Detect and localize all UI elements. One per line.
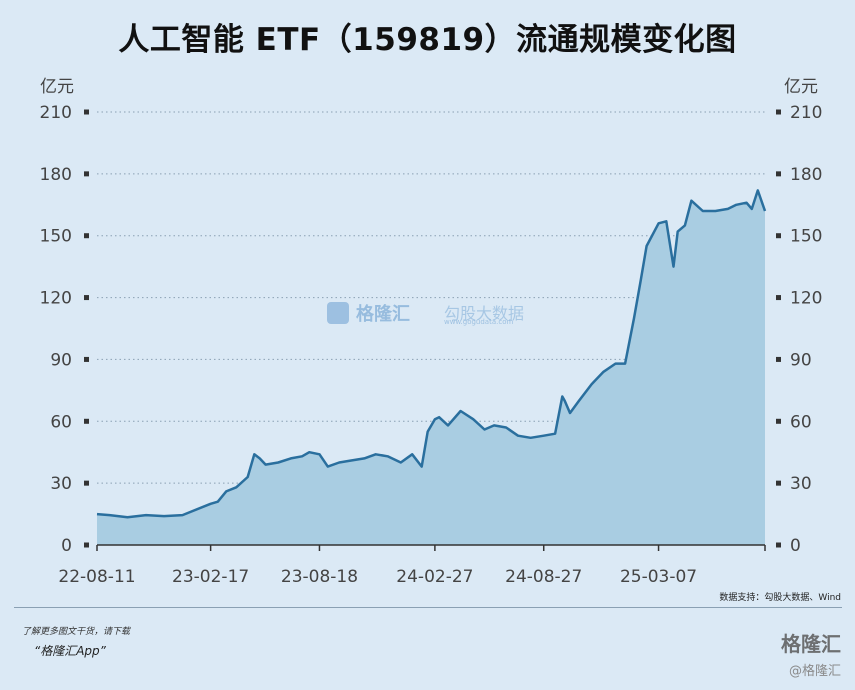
y-tick-marker-left (84, 109, 89, 115)
y-tick-label-left: 120 (40, 289, 72, 309)
y-tick-marker-right (776, 171, 781, 177)
x-tick-label: 22-08-11 (58, 567, 135, 587)
y-tick-label-left: 60 (50, 412, 72, 432)
y-tick-label-right: 150 (790, 227, 822, 247)
y-tick-label-left: 180 (40, 165, 72, 185)
y-axis-unit-right: 亿元 (784, 77, 818, 97)
y-tick-label-left: 150 (40, 227, 72, 247)
y-tick-label-left: 210 (40, 103, 72, 123)
x-tick-label: 23-02-17 (172, 567, 249, 587)
x-tick-label: 24-02-27 (396, 567, 473, 587)
promo-line-1: 了解更多图文干货，请下载 (22, 627, 131, 637)
y-tick-marker-right (776, 480, 781, 486)
y-tick-marker-right (776, 109, 781, 115)
y-tick-marker-right (776, 542, 781, 548)
chart-title: 人工智能 ETF（159819）流通规模变化图 (118, 22, 737, 58)
watermark-center-url: www.gogudata.com (444, 318, 514, 326)
x-tick-label: 24-08-27 (505, 567, 582, 587)
y-tick-label-right: 0 (790, 536, 801, 556)
y-tick-label-right: 120 (790, 289, 822, 309)
y-tick-label-left: 30 (50, 474, 72, 494)
y-tick-marker-right (776, 295, 781, 301)
series-area (97, 190, 765, 545)
watermark-center-secondary: 勾股大数据 (444, 304, 525, 323)
y-tick-label-right: 210 (790, 103, 822, 123)
y-tick-marker-right (776, 233, 781, 239)
y-tick-marker-right (776, 356, 781, 362)
y-tick-marker-left (84, 480, 89, 486)
y-axis-unit-left: 亿元 (40, 77, 74, 97)
watermark-center-logo: 格隆汇 (356, 304, 410, 325)
y-tick-label-left: 90 (50, 350, 72, 370)
source-note: 数据支持：勾股大数据、Wind (719, 593, 841, 603)
y-tick-marker-right (776, 418, 781, 424)
y-tick-label-right: 30 (790, 474, 812, 494)
footer-divider (14, 607, 842, 608)
x-tick-label: 23-08-18 (281, 567, 358, 587)
y-tick-label-right: 60 (790, 412, 812, 432)
y-tick-label-right: 180 (790, 165, 822, 185)
y-tick-marker-left (84, 233, 89, 239)
y-tick-marker-left (84, 295, 89, 301)
promo-line-2: “格隆汇App” (34, 644, 106, 658)
y-tick-marker-left (84, 418, 89, 424)
watermark-corner-handle: @格隆汇 (788, 664, 841, 679)
watermark-corner-logo: 格隆汇 (781, 632, 841, 656)
series-line (96, 189, 767, 519)
gelonghui-logo-icon (327, 302, 349, 324)
y-tick-marker-left (84, 542, 89, 548)
y-tick-label-left: 0 (61, 536, 72, 556)
y-tick-label-right: 90 (790, 350, 812, 370)
y-tick-marker-left (84, 171, 89, 177)
y-tick-marker-left (84, 356, 89, 362)
etf-scale-chart: 0 0 30 30 60 60 90 90 120 120 150 150 180 180 210 210 亿元… (40, 77, 823, 587)
x-tick-label: 25-03-07 (620, 567, 697, 587)
